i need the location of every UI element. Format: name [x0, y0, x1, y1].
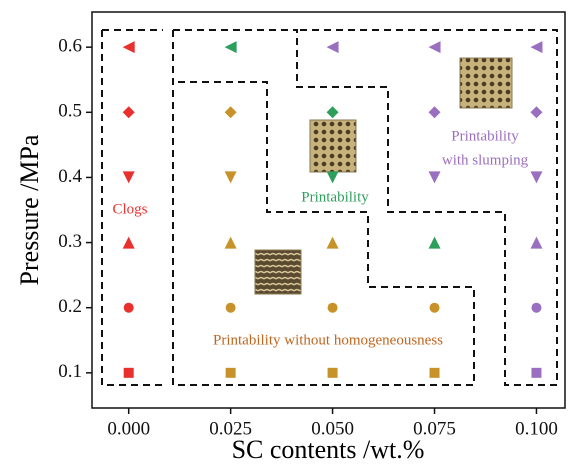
- data-point: [123, 171, 135, 183]
- data-point: [123, 237, 135, 249]
- y-tick-label: 0.6: [58, 36, 82, 57]
- data-point: [327, 106, 339, 118]
- data-point: [429, 171, 441, 183]
- data-point: [429, 41, 441, 53]
- y-axis-label: Pressure /MPa: [15, 134, 44, 285]
- y-tick-label: 0.2: [58, 296, 82, 317]
- data-point: [530, 106, 542, 118]
- data-point: [430, 368, 440, 378]
- x-tick-label: 0.025: [209, 418, 252, 439]
- data-point: [225, 41, 237, 53]
- x-tick-label: 0.000: [107, 418, 150, 439]
- data-point: [225, 237, 237, 249]
- data-point: [124, 368, 134, 378]
- data-point: [225, 106, 237, 118]
- x-tick-label: 0.075: [413, 418, 456, 439]
- data-point: [328, 368, 338, 378]
- sample-photo: [255, 250, 301, 294]
- y-tick-label: 0.4: [58, 166, 82, 187]
- y-tick-label: 0.1: [58, 361, 82, 382]
- annotation: with slumping: [442, 152, 529, 168]
- annotation: Clogs: [112, 201, 147, 217]
- annotation: Printability: [451, 128, 519, 144]
- data-point: [327, 237, 339, 249]
- data-point: [226, 368, 236, 378]
- data-point: [531, 368, 541, 378]
- data-point: [327, 171, 339, 183]
- data-point: [530, 171, 542, 183]
- data-point: [531, 303, 541, 313]
- page: Pressure /MPa SC contents /wt.% 0.0000.0…: [0, 0, 569, 469]
- data-point: [327, 41, 339, 53]
- data-point: [124, 303, 134, 313]
- data-point: [123, 106, 135, 118]
- data-point: [226, 303, 236, 313]
- x-tick-label: 0.100: [515, 418, 558, 439]
- y-tick-label: 0.5: [58, 101, 82, 122]
- x-tick-label: 0.050: [311, 418, 354, 439]
- sample-photo: [310, 120, 356, 172]
- data-point: [429, 106, 441, 118]
- data-point: [530, 41, 542, 53]
- data-point: [430, 303, 440, 313]
- data-point: [225, 171, 237, 183]
- data-point: [429, 237, 441, 249]
- annotation: Printability without homogeneousness: [213, 332, 443, 348]
- data-point: [530, 237, 542, 249]
- chart: Pressure /MPa SC contents /wt.% 0.0000.0…: [0, 0, 569, 469]
- data-point: [328, 303, 338, 313]
- data-point: [123, 41, 135, 53]
- y-tick-label: 0.3: [58, 231, 82, 252]
- sample-photo: [460, 58, 512, 108]
- annotation: Printability: [301, 189, 369, 205]
